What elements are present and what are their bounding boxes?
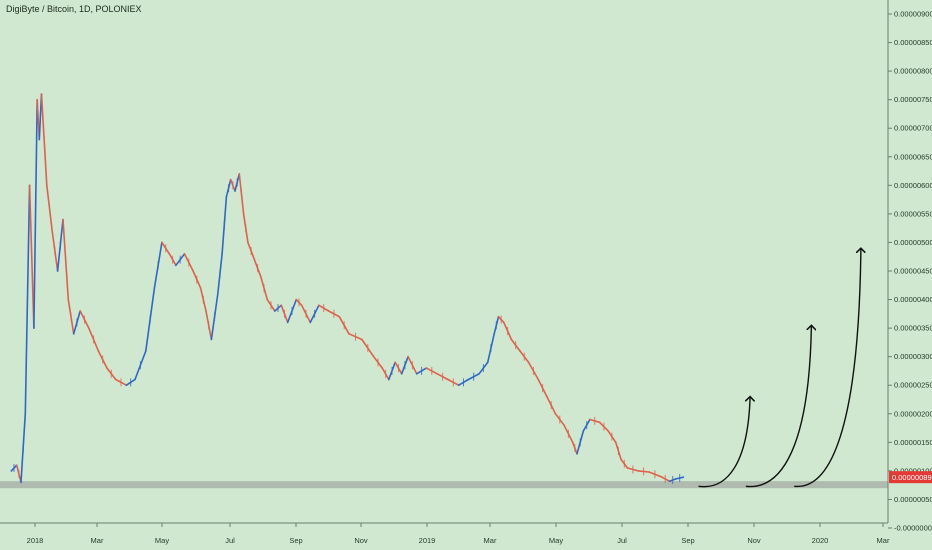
projection-arrow-1[interactable] (698, 397, 751, 488)
x-tick-label: May (549, 536, 563, 545)
y-tick-label: 0.00000300 (894, 352, 932, 361)
y-tick-label: 0.00000150 (894, 438, 932, 447)
support-band (0, 481, 888, 489)
y-tick-label: 0.00000400 (894, 295, 932, 304)
chart-title: DigiByte / Bitcoin, 1D, POLONIEX (6, 4, 142, 14)
y-tick-label: 0.00000650 (894, 152, 932, 161)
projection-arrow-3[interactable] (794, 248, 861, 488)
x-tick-label: Jul (225, 536, 235, 545)
y-tick-label: 0.00000750 (894, 95, 932, 104)
y-tick-label: 0.00000850 (894, 38, 932, 47)
projection-arrow-2[interactable] (745, 325, 812, 488)
y-tick-label: 0.00000350 (894, 324, 932, 333)
x-tick-label: Sep (289, 536, 302, 545)
x-tick-label: Jul (617, 536, 627, 545)
y-tick-label: 0.00000100 (894, 466, 932, 475)
plot-area (0, 0, 888, 523)
x-tick-label: May (155, 536, 169, 545)
x-tick-label: 2018 (27, 536, 44, 545)
y-tick-label: 0.00000250 (894, 381, 932, 390)
y-tick-label: 0.00000600 (894, 181, 932, 190)
y-tick-label: 0.00000050 (894, 495, 932, 504)
x-tick-label: Nov (354, 536, 368, 545)
y-tick-label: 0.00000700 (894, 124, 932, 133)
y-tick-label: 0.00000500 (894, 238, 932, 247)
x-tick-label: Mar (484, 536, 497, 545)
x-tick-label: 2019 (419, 536, 436, 545)
x-tick-label: Sep (681, 536, 694, 545)
y-tick-label: 0.00000200 (894, 409, 932, 418)
y-tick-label: 0.00000800 (894, 67, 932, 76)
current-price-tag (889, 471, 932, 484)
current-price-label: 0.00000089 (892, 473, 932, 482)
x-tick-label: Nov (747, 536, 761, 545)
y-tick-label: 0.00000900 (894, 10, 932, 19)
y-tick-label: -0.00000000 (894, 524, 932, 533)
x-tick-label: Mar (91, 536, 104, 545)
y-tick-label: 0.00000550 (894, 209, 932, 218)
x-tick-label: Mar (877, 536, 890, 545)
x-tick-label: 2020 (812, 536, 829, 545)
y-tick-label: 0.00000450 (894, 267, 932, 276)
